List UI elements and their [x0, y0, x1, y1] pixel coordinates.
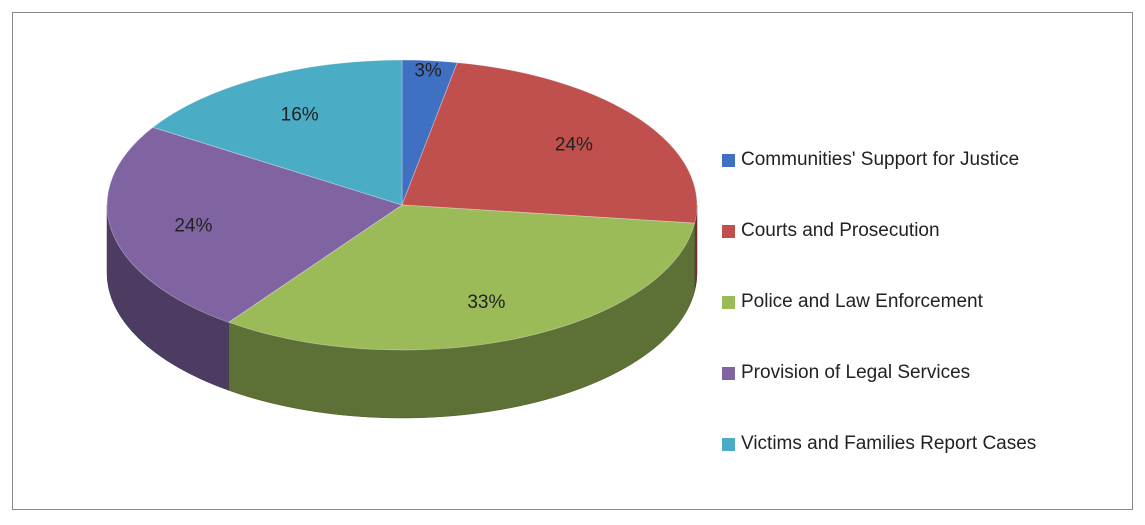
pie-slice — [227, 204, 696, 351]
legend-label: Communities' Support for Justice — [741, 149, 1020, 170]
pie-slice — [401, 62, 698, 224]
legend-label: Police and Law Enforcement — [741, 291, 983, 312]
legend-swatch — [722, 154, 735, 167]
legend-label: Victims and Families Report Cases — [741, 433, 1037, 454]
pie-slice — [106, 126, 403, 323]
legend-entry: Victims and Families Report Cases — [722, 432, 1122, 503]
legend-swatch — [722, 367, 735, 380]
legend-entry: Provision of Legal Services — [722, 361, 1122, 432]
legend-entry: Courts and Prosecution — [722, 219, 1122, 290]
data-label: 33% — [467, 292, 505, 313]
legend-label: Courts and Prosecution — [741, 220, 940, 241]
data-label: 3% — [414, 60, 442, 81]
legend-swatch — [722, 296, 735, 309]
legend-entry: Communities' Support for Justice — [722, 148, 1122, 219]
data-label: 24% — [555, 135, 593, 156]
pie-slice — [152, 59, 403, 206]
data-label: 16% — [281, 105, 319, 126]
legend-entry: Police and Law Enforcement — [722, 290, 1122, 361]
data-label: 24% — [174, 216, 212, 237]
pie-slice — [401, 59, 458, 206]
legend-label: Provision of Legal Services — [741, 362, 971, 383]
legend-swatch — [722, 225, 735, 238]
legend-swatch — [722, 438, 735, 451]
legend: Communities' Support for Justice Courts a… — [722, 148, 1122, 503]
